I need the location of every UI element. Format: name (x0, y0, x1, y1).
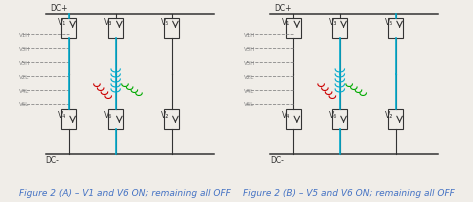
Text: DC-: DC- (270, 155, 284, 164)
Text: DC-: DC- (45, 155, 60, 164)
Text: V3H: V3H (244, 46, 255, 51)
Text: V₃: V₃ (105, 18, 113, 27)
Text: V6L: V6L (244, 102, 254, 107)
Text: V1H: V1H (244, 32, 255, 37)
Text: V5H: V5H (244, 60, 255, 65)
Text: V2L: V2L (244, 74, 254, 79)
Text: V₂: V₂ (385, 110, 393, 119)
Text: V₂: V₂ (160, 110, 169, 119)
Text: V₆: V₆ (329, 110, 337, 119)
Text: DC+: DC+ (50, 4, 68, 13)
Text: DC+: DC+ (274, 4, 292, 13)
Text: V1H: V1H (19, 32, 31, 37)
Text: V₃: V₃ (329, 18, 337, 27)
Text: V₁: V₁ (58, 18, 66, 27)
Text: V₁: V₁ (282, 18, 290, 27)
Text: Figure 2 (A) – V1 and V6 ON; remaining all OFF: Figure 2 (A) – V1 and V6 ON; remaining a… (19, 188, 231, 197)
Text: V6L: V6L (19, 102, 30, 107)
Text: V3H: V3H (19, 46, 31, 51)
Text: V5H: V5H (19, 60, 31, 65)
Text: V2L: V2L (19, 74, 30, 79)
Text: Figure 2 (B) – V5 and V6 ON; remaining all OFF: Figure 2 (B) – V5 and V6 ON; remaining a… (243, 188, 455, 197)
Text: V4L: V4L (19, 88, 30, 93)
Text: V4L: V4L (244, 88, 254, 93)
Text: V₆: V₆ (105, 110, 113, 119)
Text: V₄: V₄ (282, 110, 290, 119)
Text: V₅: V₅ (385, 18, 393, 27)
Text: V₅: V₅ (160, 18, 169, 27)
Text: V₄: V₄ (58, 110, 66, 119)
